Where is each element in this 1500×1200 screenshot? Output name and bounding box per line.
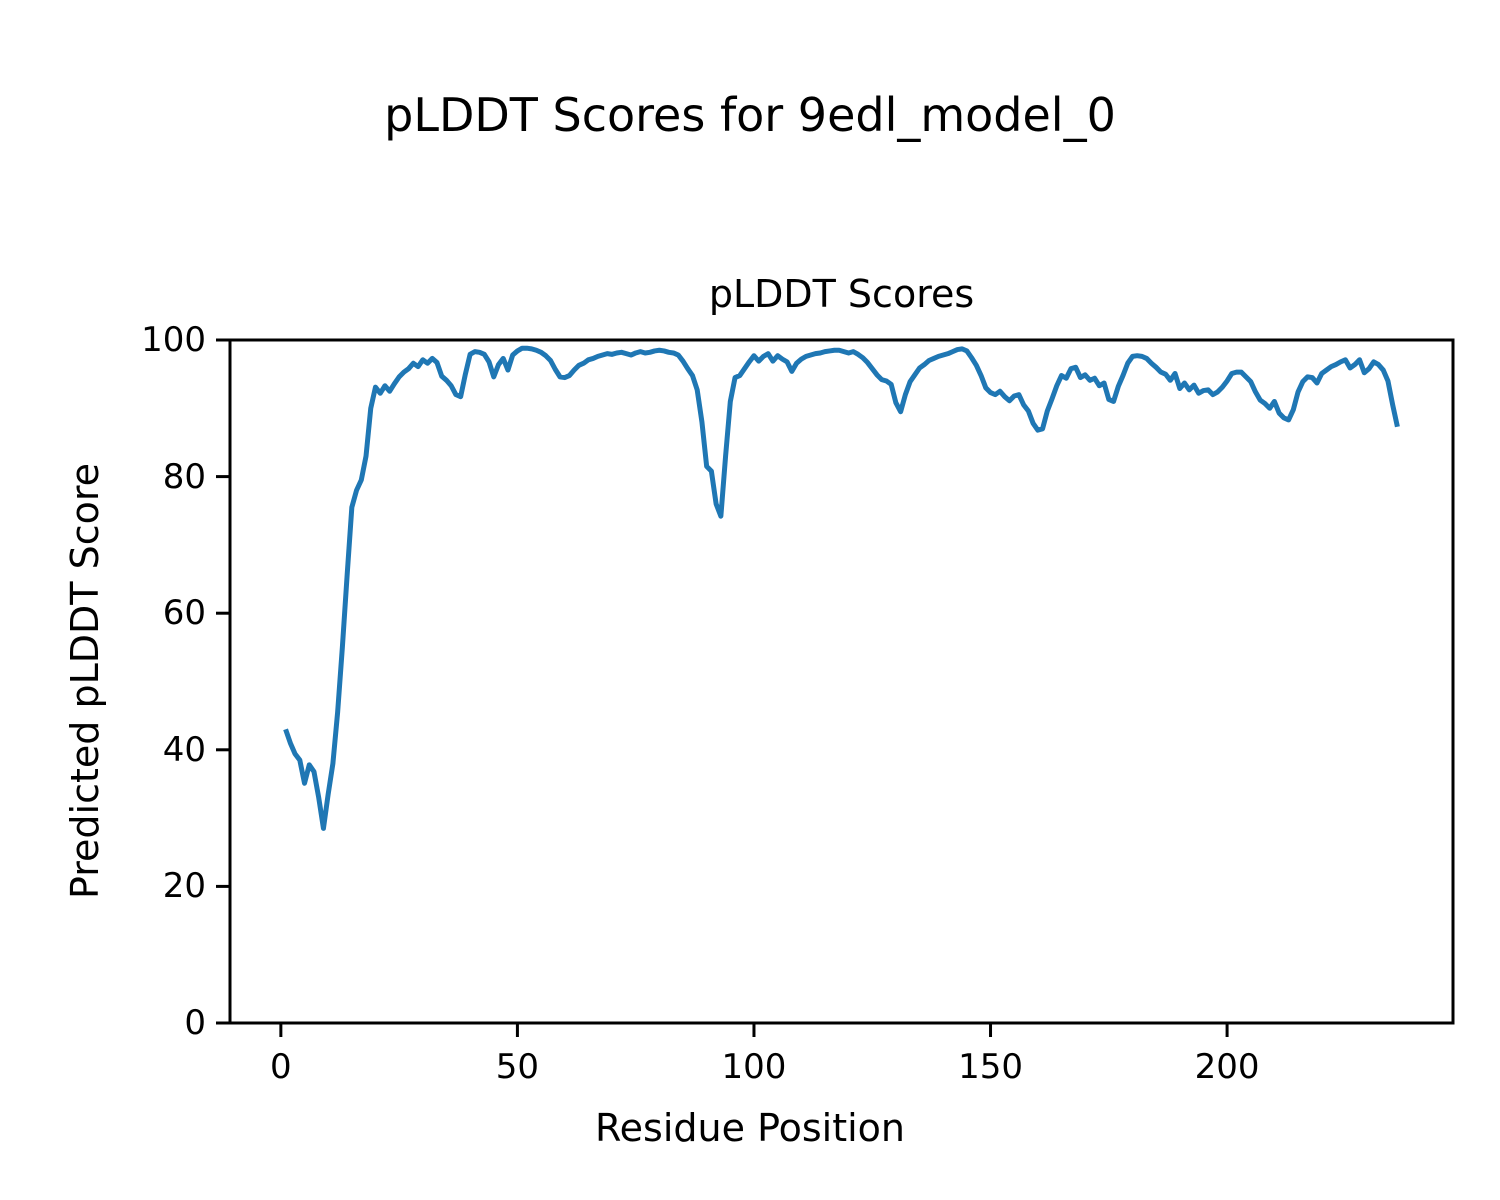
y-tick-label: 40 [162, 729, 206, 770]
axes-box [228, 338, 1455, 1025]
x-tick-label: 0 [270, 1047, 292, 1087]
y-tick-label: 100 [141, 320, 206, 360]
y-tick-label: 60 [162, 593, 206, 634]
axis-ticks [216, 338, 1229, 1037]
x-tick-label: 150 [958, 1047, 1023, 1087]
plddt-line [283, 345, 1400, 831]
x-tick-label: 200 [1194, 1047, 1260, 1087]
y-tick-label: 80 [162, 456, 206, 497]
x-tick-label: 100 [721, 1047, 787, 1087]
y-tick-label: 20 [162, 866, 206, 907]
axes-title: pLDDT Scores [708, 272, 975, 316]
figure-title: pLDDT Scores for 9edl_model_0 [384, 88, 1116, 142]
x-tick-label: 50 [495, 1047, 540, 1087]
y-tick-label: 0 [184, 1003, 206, 1043]
x-axis-label: Residue Position [594, 1106, 906, 1150]
axes-spines [228, 338, 1455, 1025]
